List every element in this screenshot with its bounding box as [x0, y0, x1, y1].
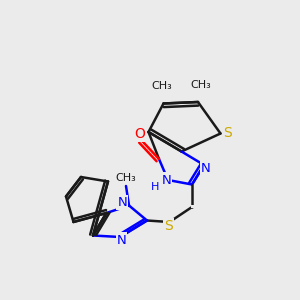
Text: S: S	[164, 220, 173, 233]
Text: O: O	[135, 127, 146, 141]
Text: CH₃: CH₃	[152, 81, 172, 91]
Text: N: N	[117, 233, 126, 247]
Text: N: N	[118, 196, 127, 209]
Text: CH₃: CH₃	[190, 80, 212, 90]
Text: H: H	[151, 182, 159, 193]
Text: CH₃: CH₃	[116, 172, 136, 183]
Text: N: N	[162, 173, 171, 187]
Text: S: S	[224, 127, 232, 140]
Text: N: N	[201, 162, 211, 175]
